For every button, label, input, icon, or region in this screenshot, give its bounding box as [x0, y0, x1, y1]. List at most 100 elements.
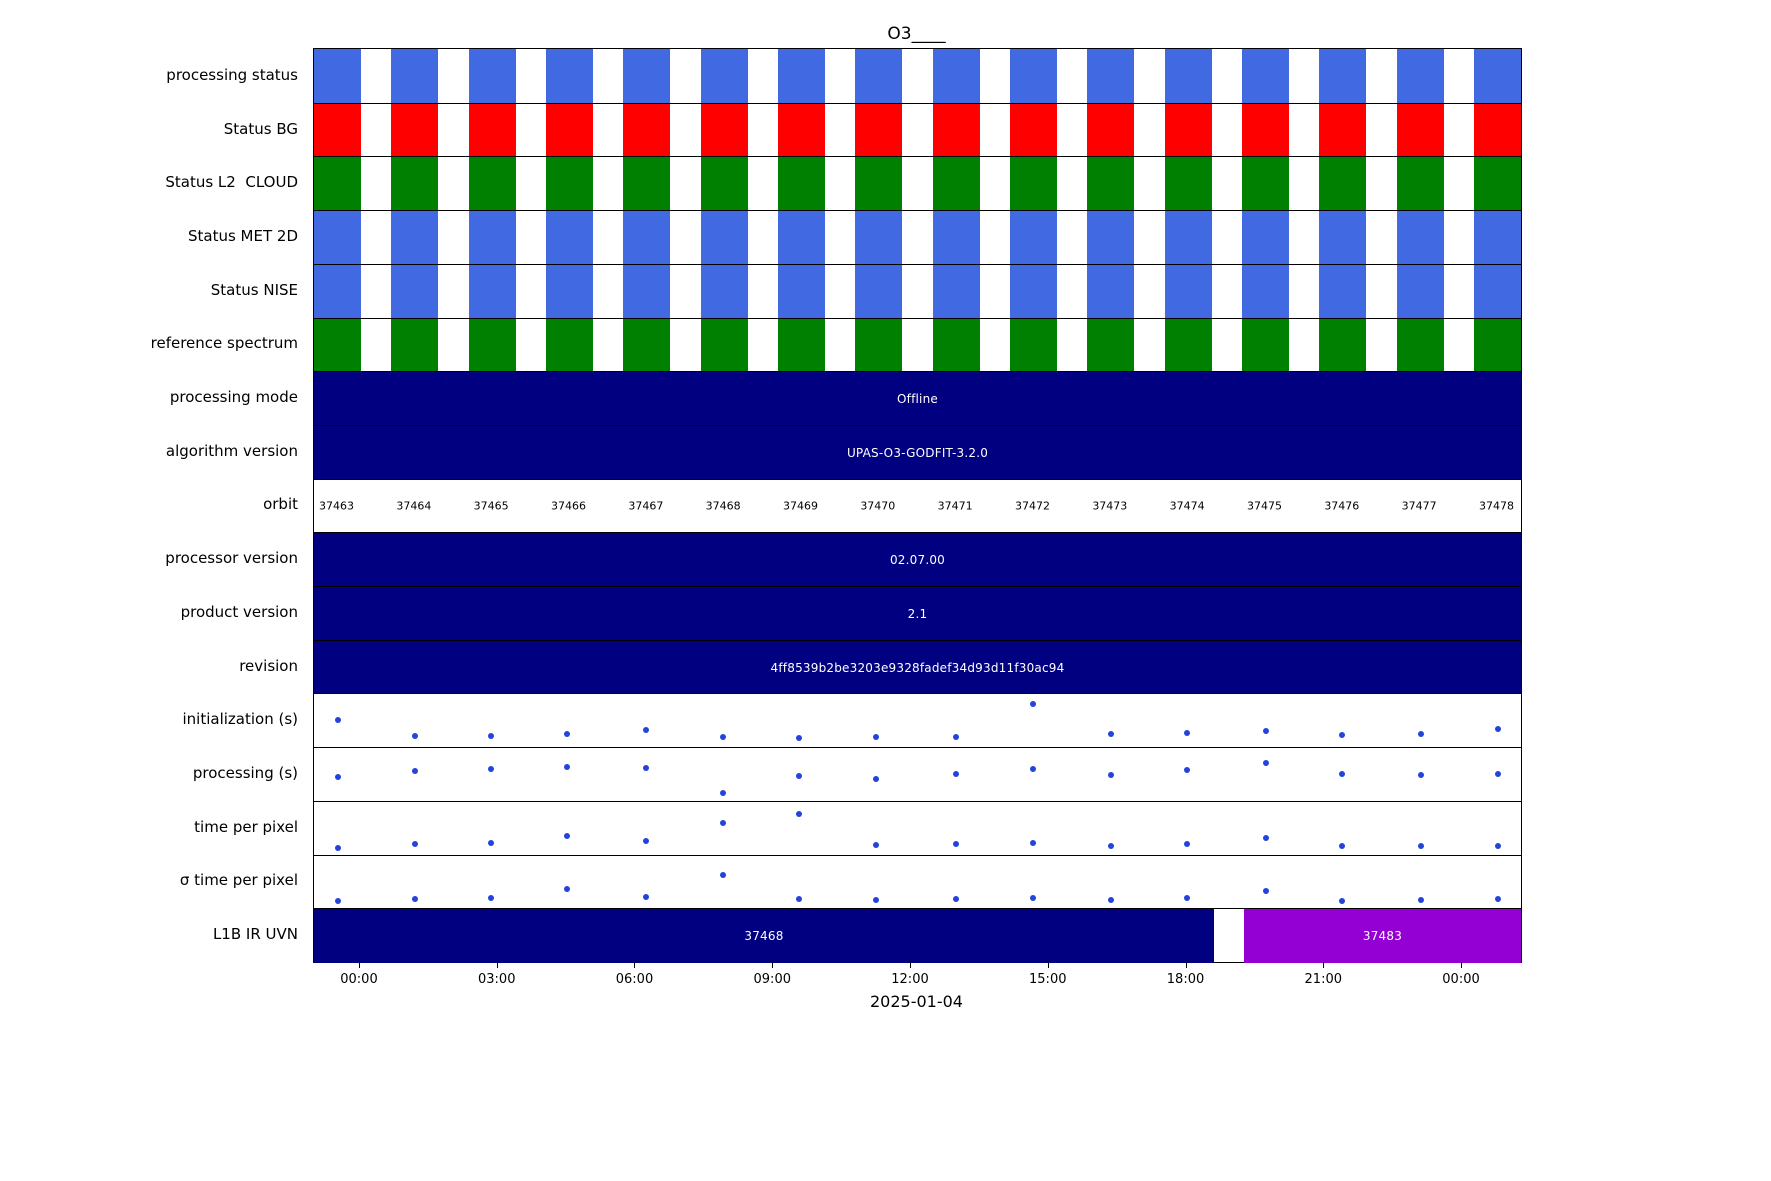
- tick-label: 15:00: [1029, 972, 1067, 987]
- scatter-dot: [1263, 834, 1270, 841]
- status-block: [777, 103, 825, 158]
- status-block: [623, 49, 671, 103]
- orbit-number: 37477: [1401, 499, 1437, 513]
- scatter-dot: [1183, 840, 1190, 847]
- status-block: [1087, 49, 1135, 103]
- status-block: [1396, 157, 1444, 212]
- status-block: [1164, 49, 1212, 103]
- orbit-number: 37475: [1246, 499, 1282, 513]
- value-processing-mode: Offline: [897, 392, 938, 407]
- scatter-dot: [1339, 771, 1346, 778]
- row-label-time-per-pixel: time per pixel: [194, 817, 298, 836]
- tick-mark: [634, 962, 636, 968]
- status-block: [855, 103, 903, 158]
- status-block: [1241, 49, 1289, 103]
- status-block: [391, 211, 439, 265]
- scatter-dot: [1339, 732, 1346, 739]
- scatter-dot: [642, 894, 649, 901]
- status-block: [1087, 318, 1135, 373]
- status-block: [1396, 103, 1444, 158]
- status-block: [932, 264, 980, 319]
- row-processing-status: [314, 49, 1521, 103]
- tick-label: 18:00: [1166, 972, 1205, 987]
- plot-area: Offline UPAS-O3-GODFIT-3.2.0 37463 37464 374…: [313, 48, 1522, 963]
- scatter-dot: [1417, 731, 1424, 738]
- scatter-dot: [1263, 760, 1270, 767]
- status-block: [1164, 318, 1212, 373]
- row-label-status-met-2d: Status MET 2D: [187, 226, 298, 245]
- scatter-dot: [953, 841, 960, 848]
- scatter-dot: [412, 896, 419, 903]
- status-block: [855, 211, 903, 265]
- tick-mark: [910, 962, 911, 968]
- orbit-number: 37466: [550, 499, 586, 513]
- status-block: [545, 157, 593, 212]
- chart-title: O3____: [887, 24, 946, 44]
- status-block: [1009, 103, 1057, 158]
- x-axis-ticks: 00:00 03:00 06:00 09:00 12:00 15:00 18:00 21:00…: [313, 962, 1520, 998]
- status-block: [468, 264, 516, 319]
- scatter-dot: [564, 885, 571, 892]
- status-block: [1009, 264, 1057, 319]
- orbit-number: 37469: [782, 499, 818, 513]
- status-block: [314, 211, 361, 265]
- scatter-dot: [873, 897, 880, 904]
- value-product-version: 2.1: [907, 606, 928, 621]
- scatter-dot: [796, 773, 803, 780]
- row-time-per-pixel: [314, 854, 1521, 910]
- row-label-processing-s: processing (s): [192, 764, 298, 783]
- orbit-number: 37473: [1092, 499, 1128, 513]
- status-block: [314, 103, 361, 158]
- row-label-processor-version: processor version: [165, 549, 298, 568]
- status-block: [1164, 264, 1212, 319]
- tick-mark: [1461, 962, 1463, 968]
- value-algorithm-version: UPAS-O3-GODFIT-3.2.0: [846, 445, 989, 460]
- row-label-reference-spectrum: reference spectrum: [150, 334, 298, 353]
- status-block: [1319, 49, 1367, 103]
- scatter-dot: [720, 872, 727, 879]
- scatter-dot: [1107, 731, 1114, 738]
- row-status-met-2d: [314, 210, 1521, 265]
- row-status-l2-cloud: [314, 156, 1521, 212]
- scatter-dot: [1339, 843, 1346, 850]
- scatter-dot: [953, 896, 960, 903]
- orbit-number: 37468: [705, 499, 741, 513]
- status-block: [777, 264, 825, 319]
- orbit-number: 37471: [937, 499, 973, 513]
- scatter-dot: [1263, 888, 1270, 895]
- scatter-dot: [1107, 772, 1114, 779]
- x-axis-label: 2025-01-04: [870, 992, 963, 1011]
- scatter-dot: [335, 844, 342, 851]
- status-block: [314, 157, 361, 212]
- row-l1b-ir-uvn: 37468 37483: [314, 908, 1521, 963]
- scatter-dot: [335, 774, 342, 781]
- status-block: [1396, 264, 1444, 319]
- status-block: [700, 49, 748, 103]
- value-bar-algorithm-version: UPAS-O3-GODFIT-3.2.0: [314, 425, 1521, 480]
- scatter-dot: [412, 733, 419, 740]
- scatter-dot: [642, 765, 649, 772]
- status-block: [391, 264, 439, 319]
- status-block: [1473, 318, 1521, 373]
- status-block: [468, 103, 516, 158]
- status-block: [1473, 264, 1521, 319]
- status-block: [1241, 211, 1289, 265]
- row-revision: 4ff8539b2be3203e9328fadef34d93d11f30ac94: [314, 639, 1521, 695]
- scatter-dot: [1030, 765, 1037, 772]
- status-block: [623, 264, 671, 319]
- status-block: [1087, 157, 1135, 212]
- status-block: [932, 211, 980, 265]
- status-block: [1087, 264, 1135, 319]
- orbit-number: 37470: [860, 499, 896, 513]
- row-status-bg: [314, 102, 1521, 158]
- row-status-nise: [314, 263, 1521, 319]
- tick-label: 21:00: [1304, 972, 1342, 987]
- tick-mark: [358, 962, 360, 968]
- scatter-dot: [796, 896, 803, 903]
- status-block: [1164, 103, 1212, 158]
- scatter-dot: [564, 731, 571, 738]
- scatter-dot: [1030, 895, 1037, 902]
- row-processing-mode: Offline: [314, 371, 1521, 426]
- status-block: [777, 157, 825, 212]
- row-processor-version: 02.07.00: [314, 532, 1521, 588]
